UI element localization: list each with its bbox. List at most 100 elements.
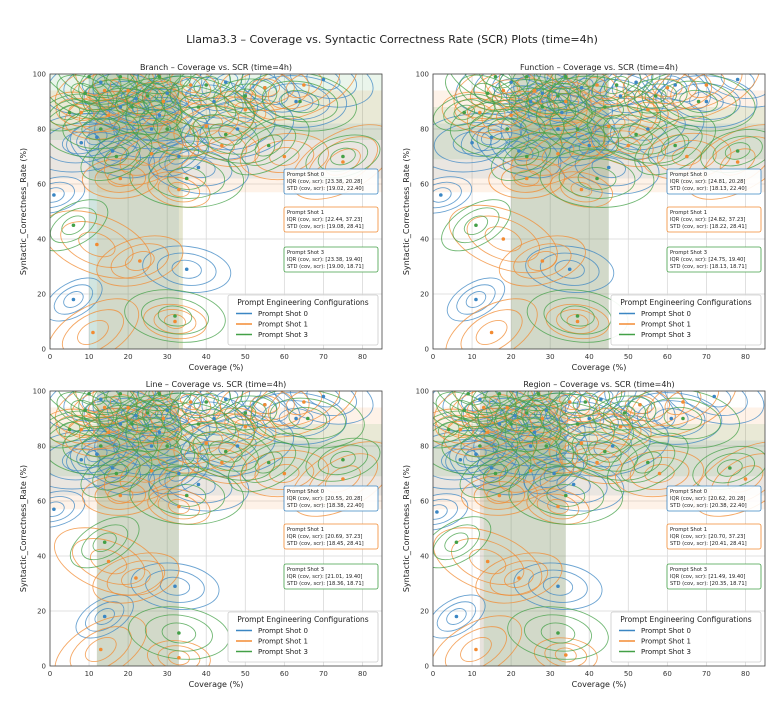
density-contour-shot0 bbox=[445, 434, 507, 474]
annotation-iqr: IQR (cov, scr): [23.38, 19.40] bbox=[287, 257, 362, 263]
density-contour-shot3 bbox=[647, 125, 703, 166]
density-contour-shot0 bbox=[50, 277, 103, 322]
density-contour-shot3 bbox=[81, 434, 121, 458]
data-point-shot1 bbox=[485, 559, 490, 564]
data-point-shot1 bbox=[98, 647, 103, 652]
density-contour-shot1 bbox=[466, 215, 540, 263]
annotation-std: STD (cov, scr): [18.13, 22.40] bbox=[670, 186, 747, 192]
x-tick-label: 70 bbox=[319, 670, 328, 678]
legend: Prompt Engineering Configurations Prompt … bbox=[227, 294, 379, 346]
density-contour-shot3 bbox=[435, 391, 501, 416]
x-tick-label: 40 bbox=[585, 353, 594, 361]
density-contour-shot3 bbox=[92, 139, 141, 174]
legend-title: Prompt Engineering Configurations bbox=[237, 615, 369, 624]
data-point-shot1 bbox=[564, 99, 568, 104]
density-contour-shot3 bbox=[56, 391, 114, 429]
density-contour-shot3 bbox=[437, 421, 460, 438]
data-point-shot3 bbox=[165, 127, 169, 131]
density-contour-shot0 bbox=[433, 594, 486, 639]
data-point-shot3 bbox=[509, 422, 513, 426]
density-contour-shot0 bbox=[50, 439, 120, 481]
data-point-shot3 bbox=[595, 176, 599, 181]
density-contour-shot3 bbox=[193, 392, 219, 412]
data-point-shot1 bbox=[106, 430, 111, 435]
density-contour-shot0 bbox=[94, 608, 115, 625]
density-contour-shot3 bbox=[433, 391, 517, 425]
density-contour-shot3 bbox=[213, 395, 278, 431]
data-point-shot0 bbox=[196, 482, 201, 487]
data-point-shot3 bbox=[540, 105, 545, 109]
density-contour-shot0 bbox=[50, 496, 75, 523]
density-contour-shot0 bbox=[446, 277, 506, 322]
density-contour-shot3 bbox=[460, 434, 500, 458]
data-point-shot1 bbox=[481, 405, 486, 410]
data-point-shot1 bbox=[540, 416, 545, 421]
data-point-shot0 bbox=[71, 297, 76, 302]
density-contour-shot3 bbox=[181, 391, 231, 419]
x-tick-label: 30 bbox=[163, 670, 172, 678]
data-point-shot1 bbox=[341, 160, 345, 164]
density-contour-shot1 bbox=[146, 640, 211, 666]
density-contour-shot1 bbox=[54, 391, 155, 437]
data-point-shot3 bbox=[87, 391, 91, 396]
y-tick-label: 40 bbox=[37, 236, 46, 244]
data-point-shot0 bbox=[223, 397, 228, 402]
annotation-iqr: IQR (cov, scr): [20.55, 20.28] bbox=[287, 496, 362, 502]
data-point-shot0 bbox=[458, 457, 463, 462]
density-contour-shot3 bbox=[558, 158, 636, 199]
density-contour-shot3 bbox=[50, 207, 97, 244]
density-contour-shot0 bbox=[66, 117, 128, 157]
data-point-shot1 bbox=[341, 477, 345, 481]
data-point-shot3 bbox=[673, 143, 677, 148]
legend: Prompt Engineering Configurations Prompt … bbox=[610, 611, 762, 663]
density-contour-shot0 bbox=[50, 490, 86, 528]
density-contour-shot0 bbox=[50, 187, 65, 203]
density-contour-shot1 bbox=[92, 552, 180, 604]
density-contour-shot3 bbox=[50, 74, 138, 108]
axes-frame bbox=[432, 390, 766, 667]
x-axis-label: Coverage (%) bbox=[189, 680, 244, 689]
density-contour-shot0 bbox=[306, 74, 341, 91]
density-contour-shot3 bbox=[81, 396, 183, 452]
data-point-shot1 bbox=[204, 124, 209, 129]
density-contour-shot3 bbox=[58, 104, 81, 121]
density-contour-shot1 bbox=[103, 438, 200, 503]
density-contour-shot1 bbox=[526, 131, 590, 176]
density-contour-shot0 bbox=[156, 252, 217, 286]
density-contour-shot1 bbox=[433, 615, 523, 666]
data-point-shot0 bbox=[634, 80, 638, 85]
density-contour-shot3 bbox=[507, 606, 609, 660]
legend-entry: Prompt Shot 3 bbox=[641, 648, 691, 656]
data-point-shot0 bbox=[149, 127, 154, 131]
density-contour-shot1 bbox=[560, 176, 603, 203]
annotation-iqr: IQR (cov, scr): [24.75, 19.40] bbox=[670, 257, 745, 263]
density-contour-shot1 bbox=[71, 538, 146, 585]
density-contour-shot3 bbox=[288, 406, 328, 431]
data-point-shot1 bbox=[564, 653, 568, 657]
density-contour-shot0 bbox=[433, 504, 448, 520]
x-tick-label: 80 bbox=[741, 353, 750, 361]
density-contour-shot0 bbox=[50, 391, 157, 432]
density-contour-shot0 bbox=[97, 457, 128, 479]
density-contour-shot3 bbox=[181, 74, 231, 102]
density-contour-shot0 bbox=[511, 434, 551, 458]
data-point-shot1 bbox=[149, 151, 154, 156]
density-contour-shot3 bbox=[585, 95, 624, 119]
density-contour-shot0 bbox=[142, 245, 232, 293]
density-contour-shot0 bbox=[50, 501, 65, 517]
density-contour-shot0 bbox=[132, 117, 171, 141]
density-contour-shot0 bbox=[525, 245, 615, 293]
data-point-shot3 bbox=[98, 444, 103, 448]
data-point-shot3 bbox=[130, 105, 134, 109]
annotation-series-name: Prompt Shot 0 bbox=[287, 489, 324, 495]
data-point-shot3 bbox=[556, 94, 560, 98]
data-point-shot1 bbox=[243, 107, 248, 112]
annotation-std: STD (cov, scr): [18.38, 22.40] bbox=[287, 503, 364, 509]
density-contour-shot1 bbox=[160, 391, 222, 423]
x-tick-label: 10 bbox=[468, 670, 477, 678]
data-point-shot3 bbox=[118, 391, 123, 396]
data-point-shot1 bbox=[118, 493, 123, 498]
density-contour-shot3 bbox=[560, 391, 611, 419]
